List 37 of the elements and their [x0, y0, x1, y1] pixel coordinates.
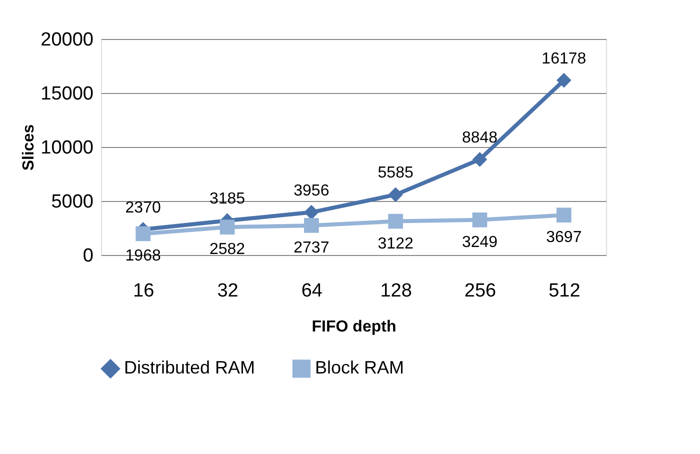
y-tick-label: 10000: [40, 138, 94, 158]
y-axis-title: Slices: [20, 124, 38, 171]
point: [388, 187, 403, 202]
y-tick-label: 5000: [51, 192, 94, 212]
point: [304, 204, 319, 220]
data-label: 8848: [462, 129, 498, 146]
data-label: 2582: [209, 241, 246, 258]
data-label: 3956: [294, 182, 330, 200]
x-tick-label: 512: [548, 280, 580, 302]
point: [556, 72, 572, 88]
x-axis-title: FIFO depth: [312, 318, 396, 336]
x-tick-label: 256: [464, 280, 496, 302]
data-label: 1968: [125, 248, 161, 265]
x-tick-label: 128: [380, 280, 412, 302]
point: [472, 152, 488, 167]
point: [472, 212, 488, 228]
data-label: 2737: [294, 239, 330, 256]
x-tick-label: 32: [217, 280, 238, 302]
point: [304, 218, 319, 233]
point: [556, 208, 572, 222]
point: [136, 226, 150, 242]
legend-label: Distributed RAM: [124, 358, 256, 378]
data-label: 5585: [378, 164, 414, 182]
point: [388, 214, 403, 229]
data-label: 2370: [125, 199, 161, 216]
y-tick-label: 0: [82, 246, 94, 266]
data-label: 3185: [209, 190, 246, 208]
y-tick-label: 15000: [40, 84, 94, 104]
point: [220, 220, 235, 235]
data-label: 3122: [378, 235, 414, 252]
data-label: 3697: [546, 229, 582, 246]
x-tick-label: 16: [133, 280, 154, 302]
legend-label: Block RAM: [315, 358, 404, 378]
x-tick-label: 64: [301, 280, 323, 302]
y-tick-label: 20000: [40, 30, 94, 50]
data-label: 16178: [542, 50, 586, 68]
data-label: 3249: [462, 234, 498, 251]
